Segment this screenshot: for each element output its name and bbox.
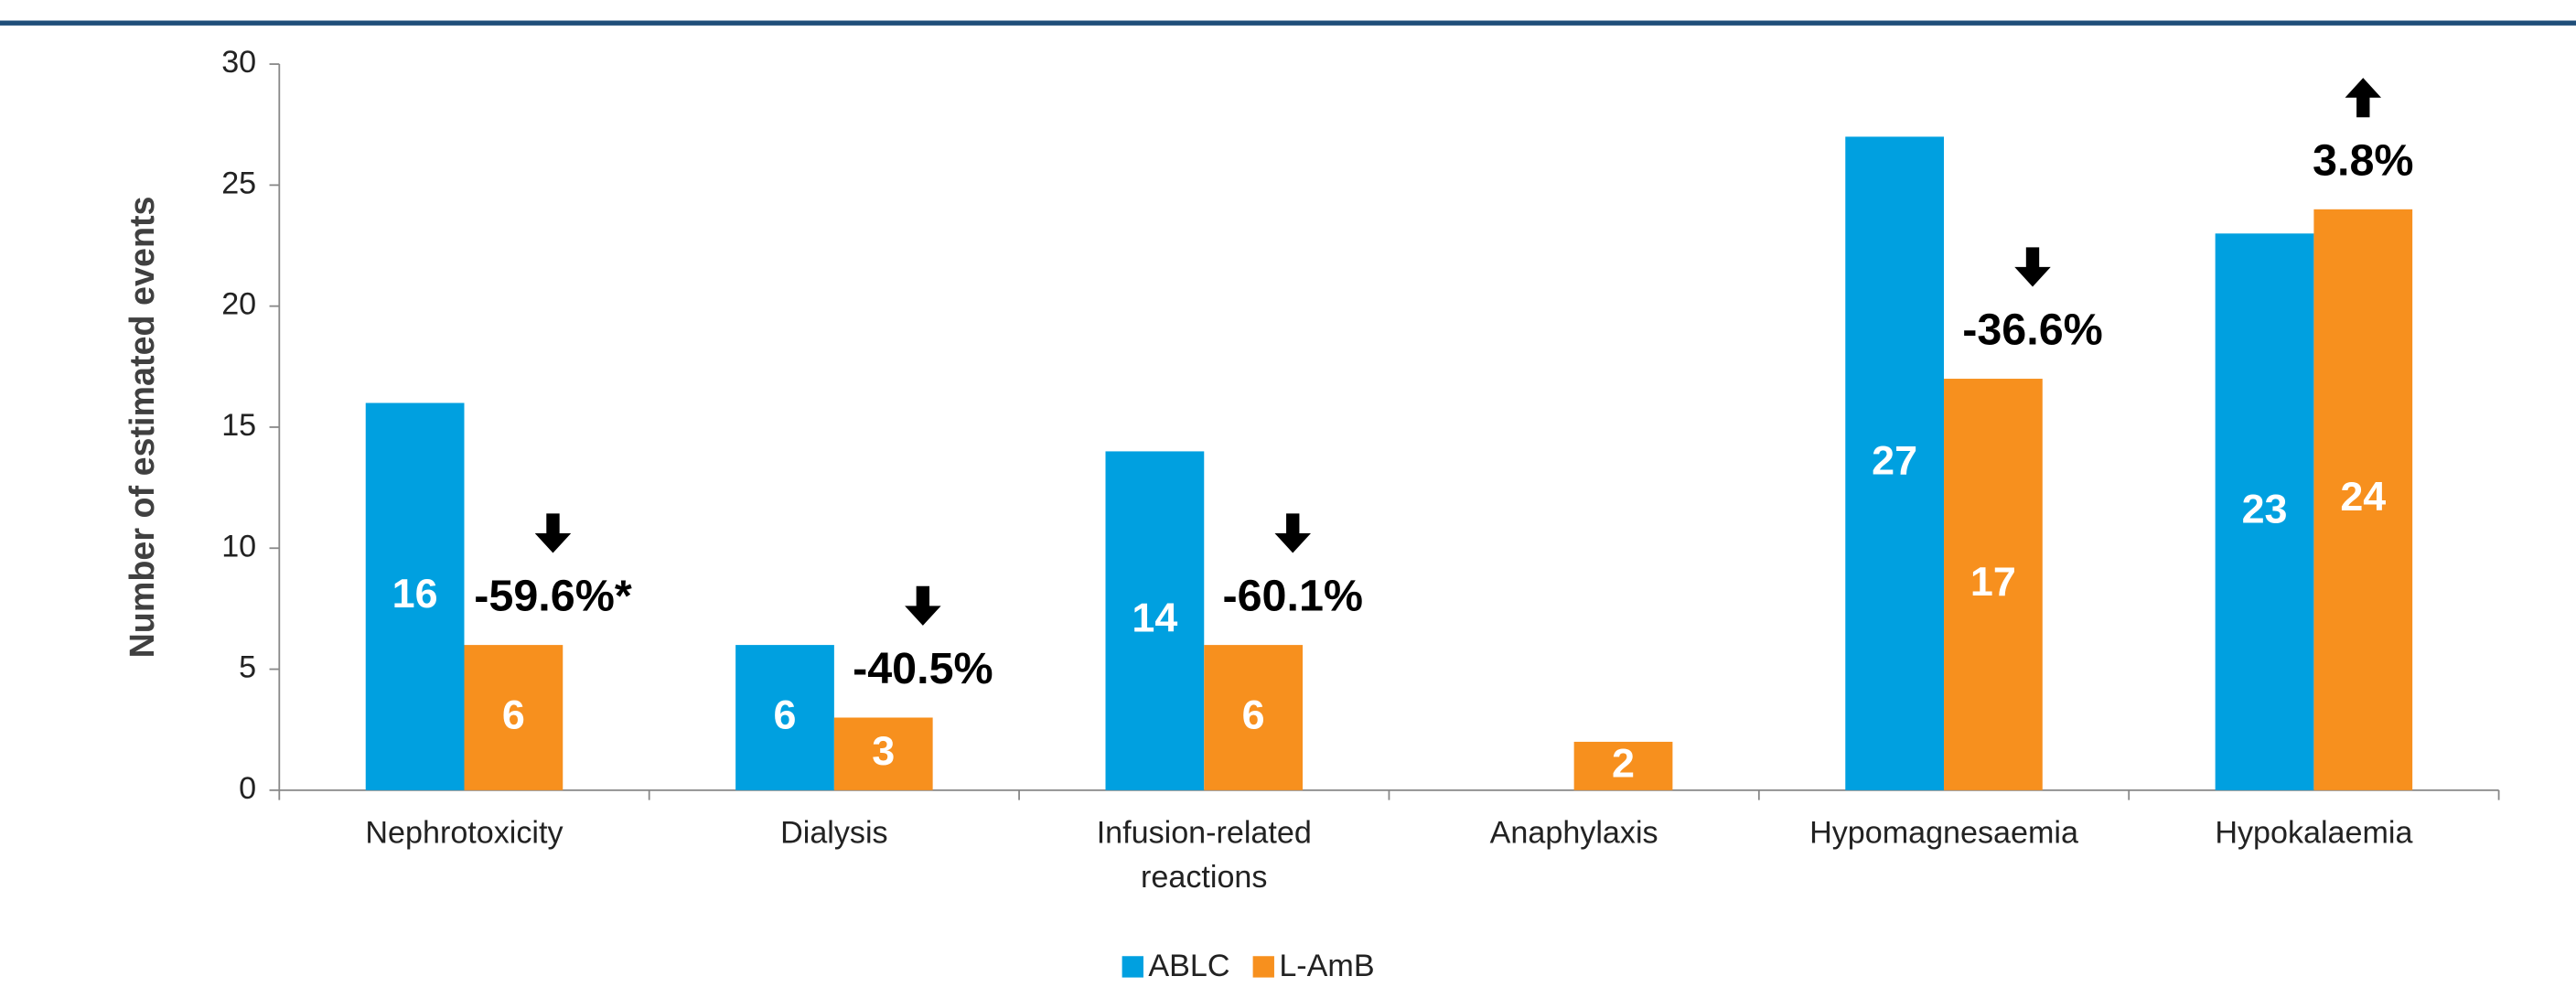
legend-label: ABLC [1148,949,1229,982]
x-tick-label: Anaphylaxis [1490,815,1658,850]
y-tick-label: 25 [221,166,256,200]
change-annotation: -60.1% [1222,572,1363,621]
y-tick-label: 30 [221,45,256,80]
bar-value-label: 17 [1970,558,2016,605]
bar-value-label: 6 [1242,691,1265,737]
bar [1204,645,1304,790]
x-tick-label: Dialysis [780,815,888,850]
bar-value-label: 23 [2242,485,2288,531]
change-annotation: -36.6% [1962,306,2103,355]
change-arrow [905,585,941,626]
bar [1845,136,1945,790]
y-tick-label: 20 [221,287,256,322]
y-tick-label: 5 [239,650,256,685]
x-tick-label: Hypokalaemia [2215,815,2412,850]
bar-value-label: 3 [872,727,895,774]
bar [365,402,465,790]
change-annotation: -40.5% [853,644,993,693]
bar [464,645,564,790]
bar [2215,233,2314,790]
change-arrow [2014,247,2051,287]
legend-swatch [1122,956,1143,978]
bar [1573,741,1673,790]
bar [735,645,834,790]
change-annotation: 3.8% [2313,135,2413,185]
bar-value-label: 27 [1872,437,1917,484]
bar-value-label: 16 [392,570,438,617]
bar [833,717,933,790]
x-tick-label: Nephrotoxicity [365,815,563,850]
change-annotation: -59.6%* [474,572,632,621]
bar-value-label: 2 [1612,739,1635,786]
x-tick-label: Infusion-related reactions [1097,815,1312,894]
legend-label: L-AmB [1279,949,1374,982]
y-tick-label: 0 [239,771,256,806]
change-arrow [534,513,572,553]
y-tick-label: 15 [221,408,256,443]
change-arrow [2345,78,2382,118]
bar [1105,451,1205,790]
bar [1944,379,2043,790]
y-tick-label: 10 [221,529,256,563]
x-tick-label: Hypomagnesaemia [1809,815,2078,850]
bar-value-label: 14 [1132,594,1177,640]
bar-value-label: 6 [774,691,797,737]
bar [2313,209,2413,790]
legend-swatch [1252,956,1274,978]
bar-value-label: 6 [502,691,525,737]
bar-value-label: 24 [2340,473,2386,520]
y-axis-label: Number of estimated events [123,196,161,658]
change-arrow [1274,513,1311,553]
